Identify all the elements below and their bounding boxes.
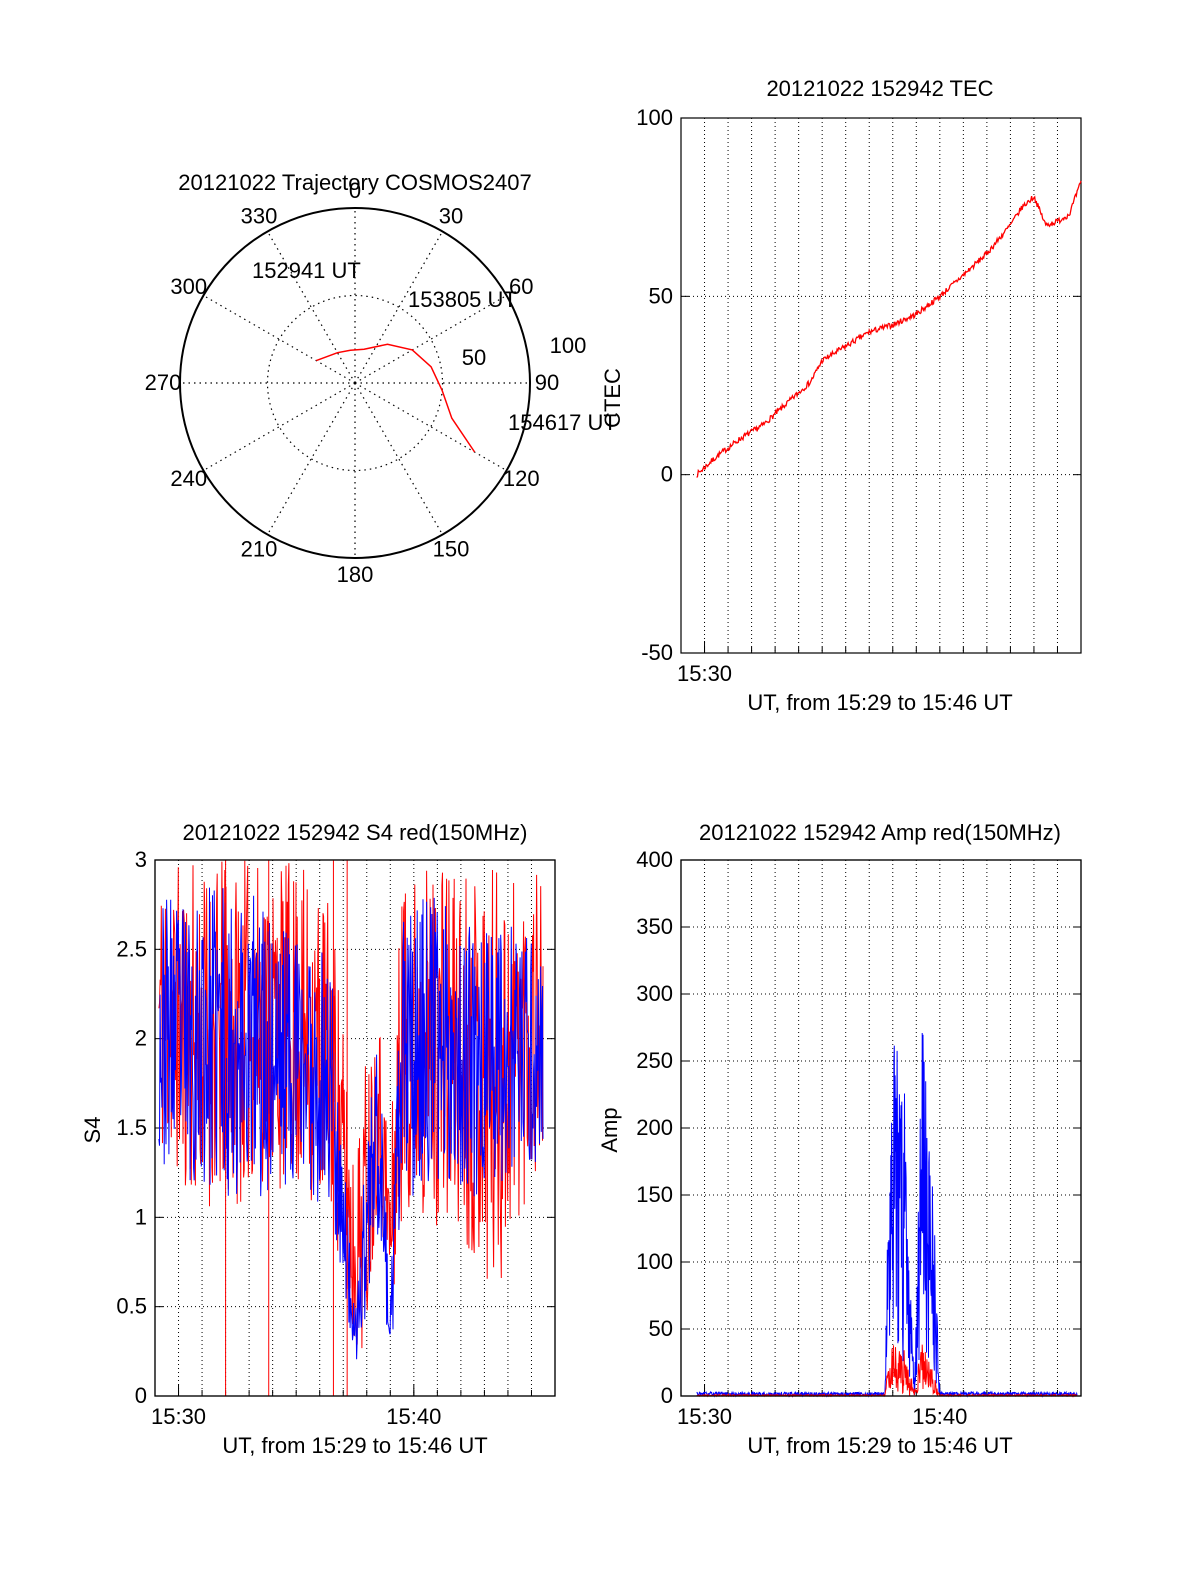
tec-x-label: UT, from 15:29 to 15:46 UT [747, 690, 1012, 715]
s4-y-tick-label: 0 [135, 1383, 147, 1408]
polar-inner-ring [266, 294, 444, 472]
s4-line-chart: 20121022 152942 S4 red(150MHz) UT, from … [80, 820, 556, 1458]
polar-spoke [203, 382, 356, 472]
tec-x-tick-label: 15:30 [677, 661, 732, 686]
track-mid-label: 153805 UT [408, 287, 517, 312]
polar-azimuth-tick-label: 60 [509, 274, 533, 299]
tec-y-tick-label: 50 [649, 283, 673, 308]
track-start-label: 152941 UT [252, 258, 361, 283]
amp-y-tick-label: 200 [636, 1115, 673, 1140]
polar-outer-ring [179, 207, 531, 559]
polar-azimuth-tick-label: 90 [535, 370, 559, 395]
amp-title: 20121022 152942 Amp red(150MHz) [699, 820, 1061, 845]
s4-red-series [158, 860, 544, 1349]
polar-spoke [266, 382, 356, 535]
tec-y-label: CTEC [600, 368, 625, 428]
s4-y-tick-label: 0.5 [116, 1294, 147, 1319]
polar-azimuth-tick-label: 30 [439, 204, 463, 229]
polar-spoke [354, 382, 507, 472]
polar-radial-tick-label: 100 [550, 333, 587, 358]
amp-x-tick-label: 15:40 [912, 1404, 967, 1429]
s4-y-tick-label: 2 [135, 1026, 147, 1051]
polar-radial-tick-label: 50 [462, 345, 486, 370]
amp-blue-series [696, 1032, 1078, 1398]
s4-blue-series [158, 887, 544, 1360]
tec-y-tick-label: 0 [661, 462, 673, 487]
amp-y-tick-label: 250 [636, 1048, 673, 1073]
amp-y-label: Amp [597, 1107, 622, 1152]
tec-y-tick-label: -50 [641, 640, 673, 665]
tec-plot-frame [680, 117, 1082, 654]
s4-y-label: S4 [80, 1117, 105, 1144]
track-end-label: 154617 UT [508, 410, 617, 435]
polar-azimuth-tick-label: 240 [170, 466, 207, 491]
polar-spoke [354, 382, 444, 535]
s4-x-tick-label: 15:40 [386, 1404, 441, 1429]
amp-x-label: UT, from 15:29 to 15:46 UT [747, 1433, 1012, 1458]
polar-azimuth-tick-label: 330 [241, 204, 278, 229]
amp-line-chart: 20121022 152942 Amp red(150MHz) UT, from… [597, 820, 1082, 1458]
amp-y-tick-label: 0 [661, 1383, 673, 1408]
amp-plot-frame-top [680, 859, 1082, 1397]
s4-y-tick-label: 2.5 [116, 936, 147, 961]
amp-y-tick-label: 150 [636, 1182, 673, 1207]
polar-azimuth-tick-label: 120 [503, 466, 540, 491]
polar-azimuth-tick-label: 300 [170, 274, 207, 299]
polar-azimuth-tick-label: 210 [241, 536, 278, 561]
s4-title: 20121022 152942 S4 red(150MHz) [183, 820, 528, 845]
amp-y-tick-label: 300 [636, 981, 673, 1006]
amp-y-tick-label: 350 [636, 914, 673, 939]
polar-azimuth-tick-label: 0 [349, 178, 361, 203]
tec-title: 20121022 152942 TEC [766, 76, 993, 101]
s4-x-label: UT, from 15:29 to 15:46 UT [222, 1433, 487, 1458]
s4-plot-frame-top [154, 859, 556, 1397]
s4-x-tick-label: 15:30 [151, 1404, 206, 1429]
tec-y-tick-label: 100 [636, 105, 673, 130]
amp-y-tick-label: 50 [649, 1316, 673, 1341]
polar-azimuth-tick-label: 270 [145, 370, 182, 395]
polar-azimuth-tick-label: 180 [337, 562, 374, 587]
trajectory-track [316, 343, 476, 453]
polar-title: 20121022 Trajectory COSMOS2407 [178, 170, 531, 195]
amp-y-tick-label: 400 [636, 847, 673, 872]
amp-y-tick-label: 100 [636, 1249, 673, 1274]
polar-azimuth-tick-label: 150 [433, 536, 470, 561]
tec-line-chart: 20121022 152942 TEC UT, from 15:29 to 15… [600, 76, 1082, 715]
amp-x-tick-label: 15:30 [677, 1404, 732, 1429]
s4-y-tick-label: 1.5 [116, 1115, 147, 1140]
s4-y-tick-label: 3 [135, 847, 147, 872]
polar-spoke [266, 231, 356, 384]
s4-y-tick-label: 1 [135, 1204, 147, 1229]
tec-series-line [696, 180, 1082, 478]
trajectory-polar-plot: 20121022 Trajectory COSMOS2407 0 30 60 90 12… [145, 170, 617, 587]
